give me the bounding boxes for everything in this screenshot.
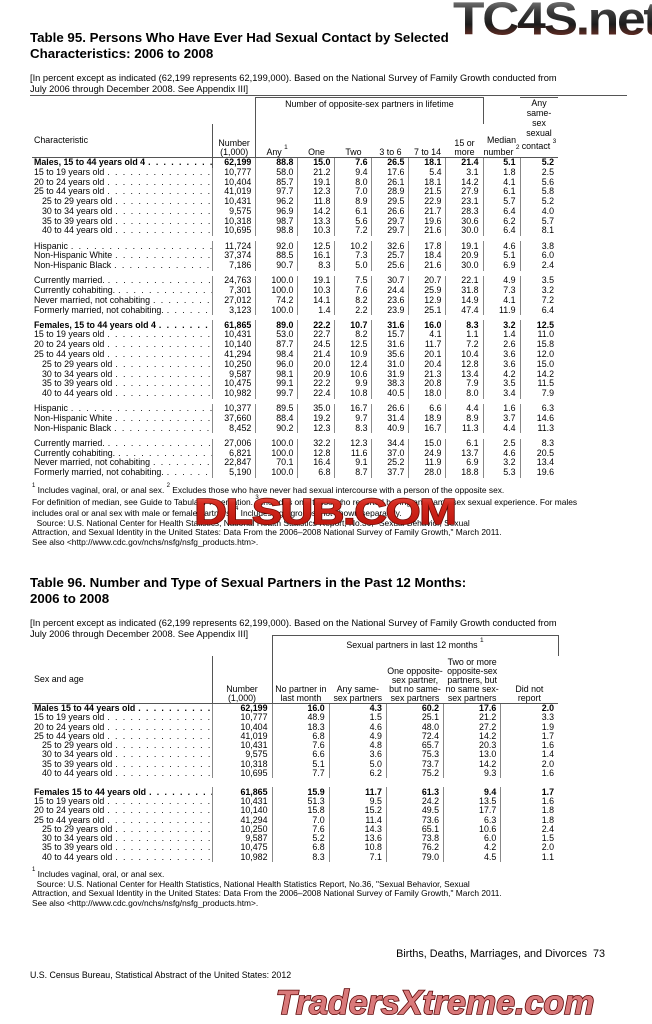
svg-text:TC4S.net: TC4S.net <box>453 0 652 45</box>
svg-text:TradersXtreme.com: TradersXtreme.com <box>276 984 595 1022</box>
svg-text:DLSUB.COM: DLSUB.COM <box>194 491 455 532</box>
